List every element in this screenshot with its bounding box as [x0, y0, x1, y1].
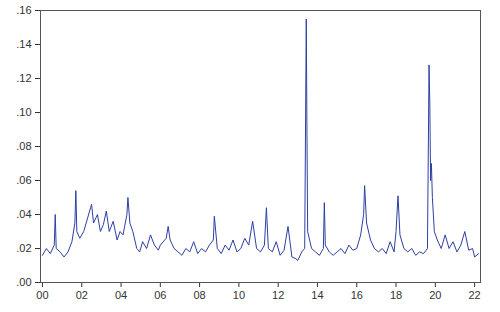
svg-text:.00: .00 [16, 276, 31, 288]
svg-text:04: 04 [115, 289, 127, 301]
svg-text:.02: .02 [16, 242, 31, 254]
svg-text:14: 14 [311, 289, 323, 301]
svg-text:.16: .16 [16, 4, 31, 16]
svg-text:.06: .06 [16, 174, 31, 186]
svg-text:.10: .10 [16, 106, 31, 118]
svg-text:08: 08 [193, 289, 205, 301]
svg-text:06: 06 [154, 289, 166, 301]
svg-text:18: 18 [390, 289, 402, 301]
svg-text:.12: .12 [16, 72, 31, 84]
svg-text:16: 16 [351, 289, 363, 301]
svg-text:00: 00 [36, 289, 48, 301]
svg-text:.04: .04 [16, 208, 31, 220]
svg-text:.14: .14 [16, 38, 31, 50]
svg-text:.08: .08 [16, 140, 31, 152]
svg-text:10: 10 [233, 289, 245, 301]
svg-text:02: 02 [76, 289, 88, 301]
svg-text:20: 20 [429, 289, 441, 301]
svg-text:12: 12 [272, 289, 284, 301]
svg-text:22: 22 [468, 289, 480, 301]
